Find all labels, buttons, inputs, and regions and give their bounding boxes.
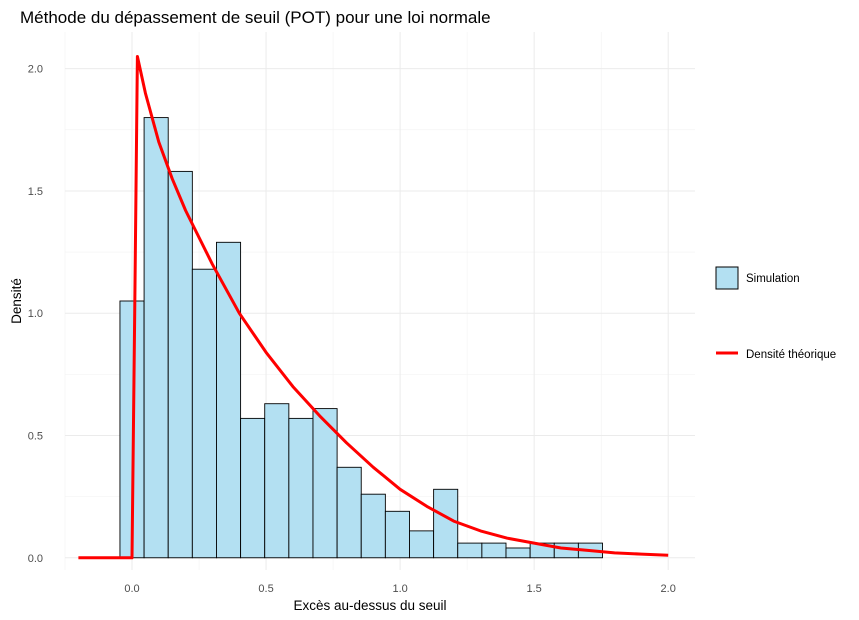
histogram-bar xyxy=(167,170,193,559)
histogram-bar xyxy=(433,488,459,559)
histogram-bars xyxy=(119,117,603,559)
x-tick-label: 1.5 xyxy=(527,583,542,595)
histogram-bar xyxy=(312,408,338,559)
legend-swatch-simulation xyxy=(715,266,739,290)
y-tick-label: 2.0 xyxy=(28,64,43,76)
density-curve xyxy=(78,55,669,560)
y-axis-ticks: 0.0 0.5 1.0 1.5 2.0 xyxy=(28,64,43,565)
histogram-bar xyxy=(288,417,314,559)
histogram-bar xyxy=(191,268,217,559)
legend-label-simulation: Simulation xyxy=(746,273,800,285)
histogram-bar xyxy=(143,117,169,559)
histogram-bar xyxy=(481,542,507,559)
legend-label-density: Densité théorique xyxy=(746,349,836,361)
histogram-bar xyxy=(240,417,266,559)
y-tick-label: 1.0 xyxy=(28,308,43,320)
histogram-bar xyxy=(505,547,531,559)
density-line xyxy=(78,55,669,560)
histogram-bar xyxy=(336,466,362,559)
x-axis-label: Excès au-dessus du seuil xyxy=(293,598,446,613)
histogram-bar xyxy=(216,241,242,559)
x-tick-label: 2.0 xyxy=(661,583,676,595)
histogram-bar xyxy=(264,403,290,559)
y-tick-label: 0.0 xyxy=(28,553,43,565)
histogram-bar xyxy=(360,493,386,559)
legend: Simulation Densité théorique xyxy=(715,266,836,361)
histogram-bar xyxy=(457,542,483,559)
x-tick-label: 0.0 xyxy=(124,583,139,595)
chart-title: Méthode du dépassement de seuil (POT) po… xyxy=(20,8,491,27)
histogram-bar xyxy=(384,510,410,559)
y-tick-label: 0.5 xyxy=(28,431,43,443)
x-tick-label: 0.5 xyxy=(258,583,273,595)
y-axis-label: Densité xyxy=(9,278,24,324)
histogram-bar xyxy=(409,530,435,559)
x-axis-ticks: 0.0 0.5 1.0 1.5 2.0 xyxy=(124,583,675,595)
y-tick-label: 1.5 xyxy=(28,186,43,198)
x-tick-label: 1.0 xyxy=(392,583,407,595)
